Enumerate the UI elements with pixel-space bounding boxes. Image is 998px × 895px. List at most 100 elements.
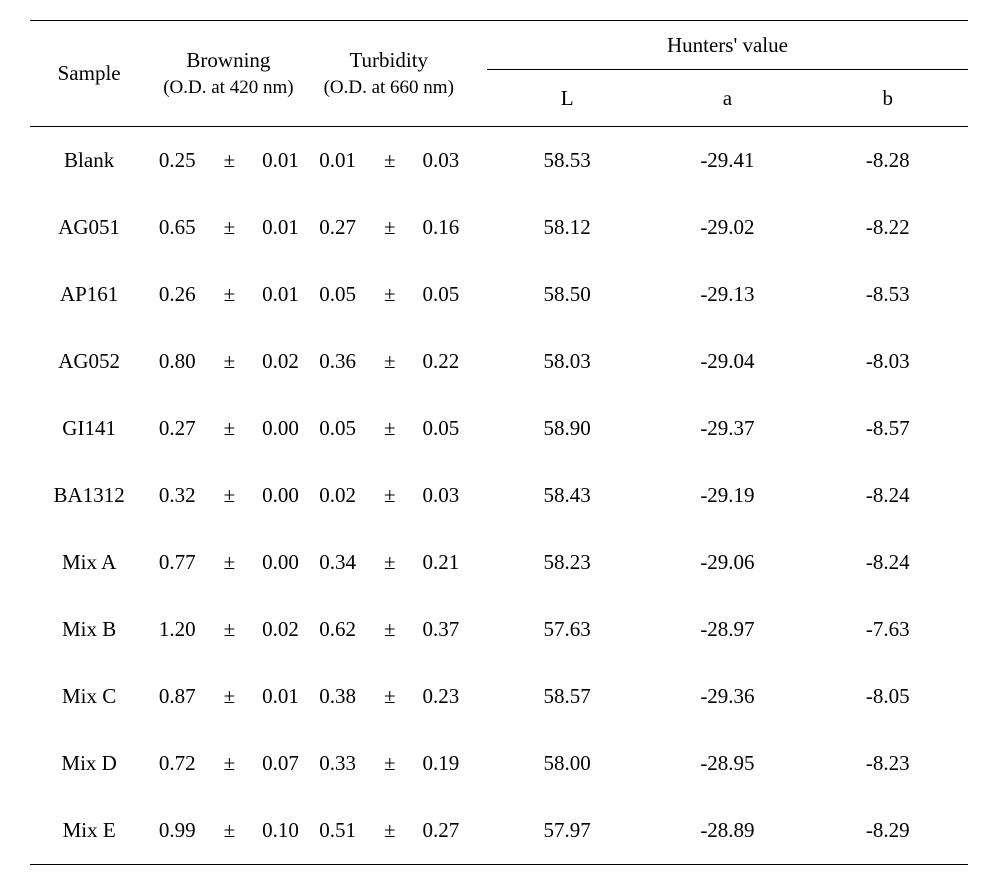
cell-turbidity-value: 0.33 — [309, 730, 367, 797]
cell-browning-pm: ± — [206, 797, 252, 865]
cell-turbidity-pm: ± — [367, 730, 413, 797]
cell-browning-value: 0.72 — [148, 730, 206, 797]
cell-L: 58.90 — [487, 395, 647, 462]
cell-b: -8.29 — [808, 797, 968, 865]
cell-turbidity-pm: ± — [367, 127, 413, 195]
cell-browning-err: 0.00 — [252, 529, 308, 596]
cell-a: -29.36 — [647, 663, 807, 730]
cell-gap — [469, 395, 487, 462]
cell-turbidity-value: 0.51 — [309, 797, 367, 865]
cell-a: -29.19 — [647, 462, 807, 529]
table-row: AP1610.26±0.010.05±0.0558.50-29.13-8.53 — [30, 261, 968, 328]
cell-sample: BA1312 — [30, 462, 148, 529]
cell-gap — [469, 529, 487, 596]
cell-browning-value: 0.77 — [148, 529, 206, 596]
cell-L: 58.43 — [487, 462, 647, 529]
cell-turbidity-pm: ± — [367, 328, 413, 395]
cell-L: 58.50 — [487, 261, 647, 328]
cell-sample: AP161 — [30, 261, 148, 328]
cell-turbidity-err: 0.16 — [413, 194, 469, 261]
cell-sample: AG052 — [30, 328, 148, 395]
cell-turbidity-err: 0.23 — [413, 663, 469, 730]
cell-turbidity-value: 0.34 — [309, 529, 367, 596]
cell-turbidity-value: 0.62 — [309, 596, 367, 663]
cell-b: -8.28 — [808, 127, 968, 195]
table-row: AG0520.80±0.020.36±0.2258.03-29.04-8.03 — [30, 328, 968, 395]
cell-browning-err: 0.02 — [252, 596, 308, 663]
cell-gap — [469, 127, 487, 195]
cell-turbidity-value: 0.05 — [309, 395, 367, 462]
col-header-browning: Browning (O.D. at 420 nm) — [148, 21, 308, 127]
cell-browning-pm: ± — [206, 663, 252, 730]
cell-browning-value: 1.20 — [148, 596, 206, 663]
cell-L: 57.97 — [487, 797, 647, 865]
col-header-a: a — [647, 70, 807, 127]
cell-a: -28.97 — [647, 596, 807, 663]
cell-turbidity-value: 0.36 — [309, 328, 367, 395]
cell-browning-value: 0.26 — [148, 261, 206, 328]
cell-turbidity-value: 0.38 — [309, 663, 367, 730]
table-row: AG0510.65±0.010.27±0.1658.12-29.02-8.22 — [30, 194, 968, 261]
table-row: Mix E0.99±0.100.51±0.2757.97-28.89-8.29 — [30, 797, 968, 865]
cell-L: 58.57 — [487, 663, 647, 730]
cell-browning-err: 0.01 — [252, 663, 308, 730]
cell-a: -29.41 — [647, 127, 807, 195]
cell-turbidity-pm: ± — [367, 663, 413, 730]
cell-sample: Mix A — [30, 529, 148, 596]
cell-gap — [469, 596, 487, 663]
cell-gap — [469, 194, 487, 261]
cell-turbidity-pm: ± — [367, 194, 413, 261]
cell-browning-pm: ± — [206, 730, 252, 797]
cell-b: -8.53 — [808, 261, 968, 328]
cell-b: -8.22 — [808, 194, 968, 261]
cell-turbidity-value: 0.05 — [309, 261, 367, 328]
cell-b: -8.24 — [808, 529, 968, 596]
cell-browning-err: 0.00 — [252, 395, 308, 462]
cell-turbidity-pm: ± — [367, 797, 413, 865]
cell-gap — [469, 462, 487, 529]
cell-turbidity-value: 0.27 — [309, 194, 367, 261]
table-row: Mix C0.87±0.010.38±0.2358.57-29.36-8.05 — [30, 663, 968, 730]
cell-sample: Mix D — [30, 730, 148, 797]
table-row: Mix B1.20±0.020.62±0.3757.63-28.97-7.63 — [30, 596, 968, 663]
cell-browning-err: 0.00 — [252, 462, 308, 529]
table-row: BA13120.32±0.000.02±0.0358.43-29.19-8.24 — [30, 462, 968, 529]
cell-turbidity-err: 0.22 — [413, 328, 469, 395]
cell-browning-err: 0.01 — [252, 261, 308, 328]
cell-a: -29.06 — [647, 529, 807, 596]
cell-turbidity-err: 0.27 — [413, 797, 469, 865]
col-header-b: b — [808, 70, 968, 127]
cell-L: 58.23 — [487, 529, 647, 596]
table-row: Mix D0.72±0.070.33±0.1958.00-28.95-8.23 — [30, 730, 968, 797]
cell-a: -28.89 — [647, 797, 807, 865]
cell-browning-value: 0.99 — [148, 797, 206, 865]
cell-browning-err: 0.07 — [252, 730, 308, 797]
cell-turbidity-pm: ± — [367, 261, 413, 328]
cell-sample: GI141 — [30, 395, 148, 462]
cell-turbidity-err: 0.05 — [413, 261, 469, 328]
cell-b: -7.63 — [808, 596, 968, 663]
cell-browning-value: 0.65 — [148, 194, 206, 261]
cell-browning-pm: ± — [206, 328, 252, 395]
cell-browning-err: 0.01 — [252, 127, 308, 195]
cell-turbidity-err: 0.03 — [413, 462, 469, 529]
cell-sample: Blank — [30, 127, 148, 195]
cell-turbidity-pm: ± — [367, 395, 413, 462]
cell-turbidity-value: 0.02 — [309, 462, 367, 529]
cell-b: -8.23 — [808, 730, 968, 797]
header-gap — [469, 21, 487, 127]
cell-browning-pm: ± — [206, 395, 252, 462]
cell-browning-err: 0.01 — [252, 194, 308, 261]
cell-sample: Mix B — [30, 596, 148, 663]
data-table: Sample Browning (O.D. at 420 nm) Turbidi… — [30, 20, 968, 865]
cell-browning-pm: ± — [206, 261, 252, 328]
col-header-turbidity-line2: (O.D. at 660 nm) — [324, 77, 454, 98]
cell-gap — [469, 730, 487, 797]
cell-a: -29.02 — [647, 194, 807, 261]
cell-browning-pm: ± — [206, 462, 252, 529]
cell-a: -28.95 — [647, 730, 807, 797]
cell-gap — [469, 797, 487, 865]
table-row: GI1410.27±0.000.05±0.0558.90-29.37-8.57 — [30, 395, 968, 462]
col-header-L: L — [487, 70, 647, 127]
cell-gap — [469, 261, 487, 328]
